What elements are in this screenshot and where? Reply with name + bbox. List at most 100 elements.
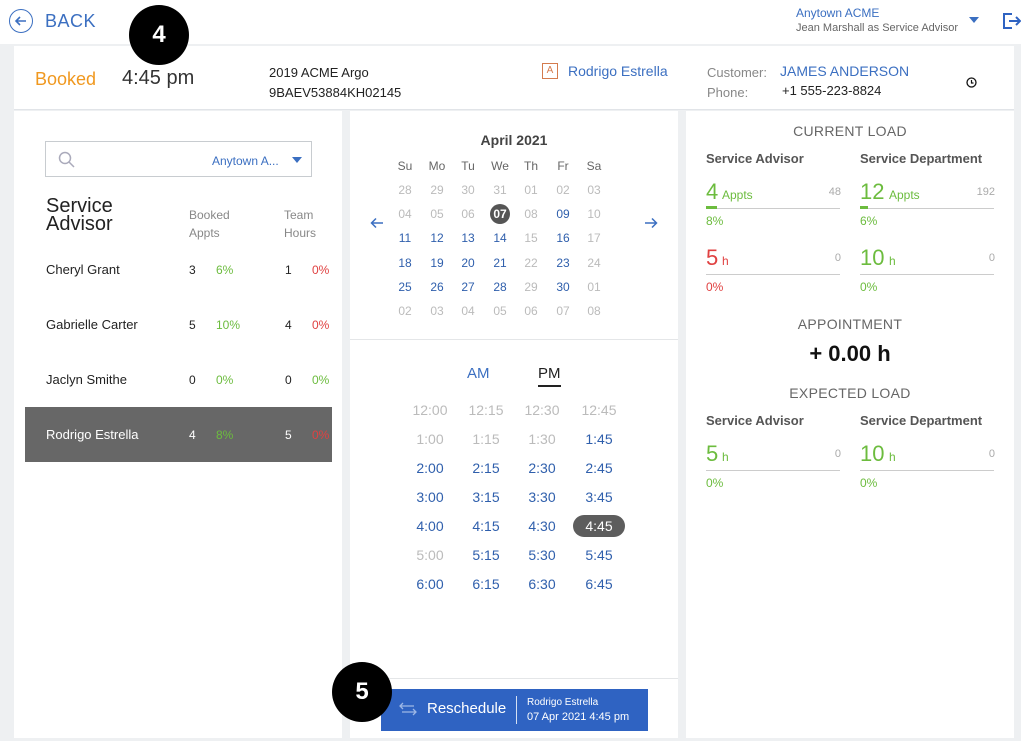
booking-advisor-name[interactable]: Rodrigo Estrella xyxy=(568,63,668,79)
expected-load-title: EXPECTED LOAD xyxy=(789,385,911,401)
time-slot[interactable]: 3:00 xyxy=(402,486,458,508)
time-slot: 1:00 xyxy=(402,428,458,450)
metric-percent: 0% xyxy=(706,280,724,294)
time-slot[interactable]: 6:00 xyxy=(402,573,458,595)
vehicle-vin: 9BAEV53884KH02145 xyxy=(269,85,402,100)
calendar-day-selected[interactable]: 07 xyxy=(486,203,514,225)
swap-arrows-icon xyxy=(399,701,417,722)
time-slot[interactable]: 3:45 xyxy=(571,486,627,508)
calendar-day[interactable]: 23 xyxy=(549,252,577,274)
time-slot-label: 6:15 xyxy=(472,576,500,592)
calendar-day[interactable]: 18 xyxy=(391,252,419,274)
calendar-day: 03 xyxy=(423,300,451,322)
prev-month-icon[interactable] xyxy=(370,216,384,234)
location-dropdown-icon[interactable] xyxy=(292,157,302,163)
time-slot[interactable]: 1:45 xyxy=(571,428,627,450)
time-slot[interactable]: 5:30 xyxy=(514,544,570,566)
calendar-day-number: 28 xyxy=(493,279,507,294)
calendar-day-number: 28 xyxy=(398,183,412,197)
time-slot[interactable]: 2:45 xyxy=(571,457,627,479)
metric-value: 4 xyxy=(706,179,719,204)
calendar-day-number: 07 xyxy=(556,304,570,318)
am-tab[interactable]: AM xyxy=(467,365,490,382)
time-slot[interactable]: 4:00 xyxy=(402,515,458,537)
calendar-day: 29 xyxy=(517,276,545,298)
booked-count: 4 xyxy=(189,428,196,442)
time-slot[interactable]: 6:45 xyxy=(571,573,627,595)
dealer-name[interactable]: Anytown ACME xyxy=(796,6,880,20)
time-slot-label: 3:15 xyxy=(472,489,500,505)
time-slot[interactable]: 4:30 xyxy=(514,515,570,537)
clock-icon[interactable] xyxy=(966,75,977,93)
advisor-row[interactable]: Cheryl Grant 3 6% 1 0% xyxy=(25,242,332,297)
pm-tab[interactable]: PM xyxy=(538,365,561,387)
calendar-day: 31 xyxy=(486,179,514,201)
calendar-day[interactable]: 20 xyxy=(454,252,482,274)
team-header-line1: Team xyxy=(284,208,314,222)
advisor-row[interactable]: Rodrigo Estrella 4 8% 5 0% xyxy=(25,407,332,462)
customer-name[interactable]: JAMES ANDERSON xyxy=(780,63,910,79)
calendar-day[interactable]: 25 xyxy=(391,276,419,298)
calendar-day: 22 xyxy=(517,252,545,274)
calendar-day-number: 06 xyxy=(461,207,475,222)
calendar-day-number: 05 xyxy=(430,207,444,222)
calendar-day: 24 xyxy=(580,252,608,274)
time-slot[interactable]: 5:15 xyxy=(458,544,514,566)
metric-unit: Appts xyxy=(722,188,753,202)
time-slot[interactable]: 2:30 xyxy=(514,457,570,479)
hours-count: 5 xyxy=(285,428,292,442)
time-slot[interactable]: 6:15 xyxy=(458,573,514,595)
calendar-day-number: 03 xyxy=(430,304,444,318)
time-slot[interactable]: 3:30 xyxy=(514,486,570,508)
calendar-day[interactable]: 19 xyxy=(423,252,451,274)
location-filter[interactable]: Anytown A... xyxy=(212,154,279,168)
calendar-day[interactable]: 30 xyxy=(549,276,577,298)
time-slot-selected[interactable]: 4:45 xyxy=(571,515,627,537)
calendar-day[interactable]: 11 xyxy=(391,227,419,249)
team-hours-header: Team Hours xyxy=(284,206,316,242)
calendar-day[interactable]: 09 xyxy=(549,203,577,225)
calendar-day[interactable]: 21 xyxy=(486,252,514,274)
time-slot[interactable]: 2:15 xyxy=(458,457,514,479)
advisor-search-input[interactable]: Anytown A... xyxy=(45,141,312,177)
calendar-day-number: 29 xyxy=(524,279,538,294)
calendar-day[interactable]: 14 xyxy=(486,227,514,249)
time-slot-label: 6:30 xyxy=(528,576,556,592)
metric-value: 5 xyxy=(706,245,719,270)
vehicle-info: 2019 ACME Argo 9BAEV53884KH02145 xyxy=(269,63,401,103)
calendar-day-number: 08 xyxy=(524,207,538,222)
calendar-day[interactable]: 16 xyxy=(549,227,577,249)
metric-percent: 0% xyxy=(706,476,724,490)
calendar-day[interactable]: 12 xyxy=(423,227,451,249)
hours-percent: 0% xyxy=(312,373,330,387)
calendar-day-number: 20 xyxy=(461,255,475,270)
metric-percent: 0% xyxy=(860,476,878,490)
metric-max: 0 xyxy=(988,252,995,264)
calendar-day[interactable]: 27 xyxy=(454,276,482,298)
time-slot-label: 12:00 xyxy=(412,402,448,418)
calendar-day[interactable]: 28 xyxy=(486,276,514,298)
booking-status: Booked xyxy=(35,69,97,89)
next-month-icon[interactable] xyxy=(644,216,658,234)
time-slot[interactable]: 6:30 xyxy=(514,573,570,595)
calendar-day[interactable]: 26 xyxy=(423,276,451,298)
time-slot[interactable]: 4:15 xyxy=(458,515,514,537)
advisor-row[interactable]: Jaclyn Smithe 0 0% 0 0% xyxy=(25,352,332,407)
calendar-day[interactable]: 13 xyxy=(454,227,482,249)
time-slot[interactable]: 3:15 xyxy=(458,486,514,508)
time-slot[interactable]: 2:00 xyxy=(402,457,458,479)
back-link[interactable]: BACK xyxy=(45,11,97,31)
logout-icon[interactable] xyxy=(1002,12,1021,35)
calendar-day: 01 xyxy=(580,276,608,298)
time-slot[interactable]: 5:45 xyxy=(571,544,627,566)
advisor-name: Cheryl Grant xyxy=(46,262,120,277)
reschedule-button[interactable]: Reschedule Rodrigo Estrella 07 Apr 2021 … xyxy=(381,689,648,731)
metric-max: 0 xyxy=(834,448,841,460)
time-slot-label: 3:00 xyxy=(416,489,444,505)
back-arrow-icon[interactable] xyxy=(9,9,33,33)
time-slot-label: 2:45 xyxy=(585,460,613,476)
account-dropdown-icon[interactable] xyxy=(969,17,979,23)
time-slot-label: 2:00 xyxy=(416,460,444,476)
metric-unit: h xyxy=(722,254,729,268)
advisor-row[interactable]: Gabrielle Carter 5 10% 4 0% xyxy=(25,297,332,352)
